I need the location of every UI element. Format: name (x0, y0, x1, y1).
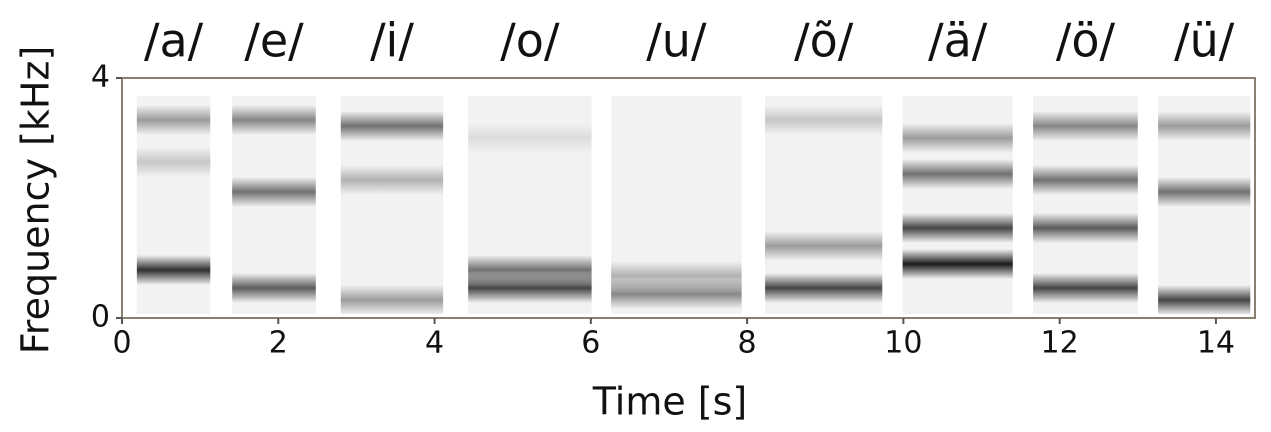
formant-band (1033, 273, 1138, 303)
x-tick-label: 8 (738, 326, 757, 361)
x-tick-label: 12 (1041, 326, 1079, 361)
x-tick-label: 0 (112, 326, 131, 361)
formant-band (1033, 165, 1138, 195)
formant-band (340, 285, 444, 315)
formant-band (765, 273, 883, 303)
x-tick-label: 6 (581, 326, 600, 361)
formant-band (765, 105, 883, 135)
formant-band (468, 255, 592, 285)
y-tick-label: 4 (91, 60, 110, 95)
vowel-label: /a/ (144, 14, 204, 68)
formant-band (468, 123, 592, 153)
formant-band (1158, 285, 1251, 315)
vowel-label: /ü/ (1174, 14, 1235, 68)
vowel-label: /õ/ (794, 14, 854, 68)
formant-band (1033, 213, 1138, 243)
vowel-label: /o/ (500, 14, 560, 68)
formant-band (232, 177, 316, 207)
formant-band (232, 105, 316, 135)
x-axis-label: Time [s] (592, 380, 748, 424)
formant-band (340, 165, 444, 195)
formant-band (136, 147, 211, 177)
formant-band (902, 213, 1013, 243)
y-axis-label: Frequency [kHz] (14, 46, 58, 355)
x-tick-label: 4 (425, 326, 444, 361)
vowel-label: /u/ (646, 14, 707, 68)
x-tick-label: 2 (269, 326, 288, 361)
formant-band (1033, 111, 1138, 141)
y-tick-label: 0 (91, 300, 110, 335)
formant-band (765, 231, 883, 261)
formant-band (902, 159, 1013, 189)
formant-band (340, 111, 444, 141)
vowel-label: /ö/ (1056, 14, 1116, 68)
formant-band (1158, 177, 1251, 207)
formant-band (232, 273, 316, 303)
formant-band (136, 255, 211, 285)
formant-band (902, 123, 1013, 153)
formant-band (902, 249, 1013, 279)
formant-band (136, 105, 211, 135)
vowel-label: /ä/ (928, 14, 988, 68)
vowel-label: /i/ (370, 14, 414, 68)
vowel-label: /e/ (244, 14, 304, 68)
formant-band (1158, 111, 1251, 141)
x-tick-label: 10 (884, 326, 922, 361)
x-tick-label: 14 (1197, 326, 1235, 361)
formant-band (611, 261, 742, 291)
